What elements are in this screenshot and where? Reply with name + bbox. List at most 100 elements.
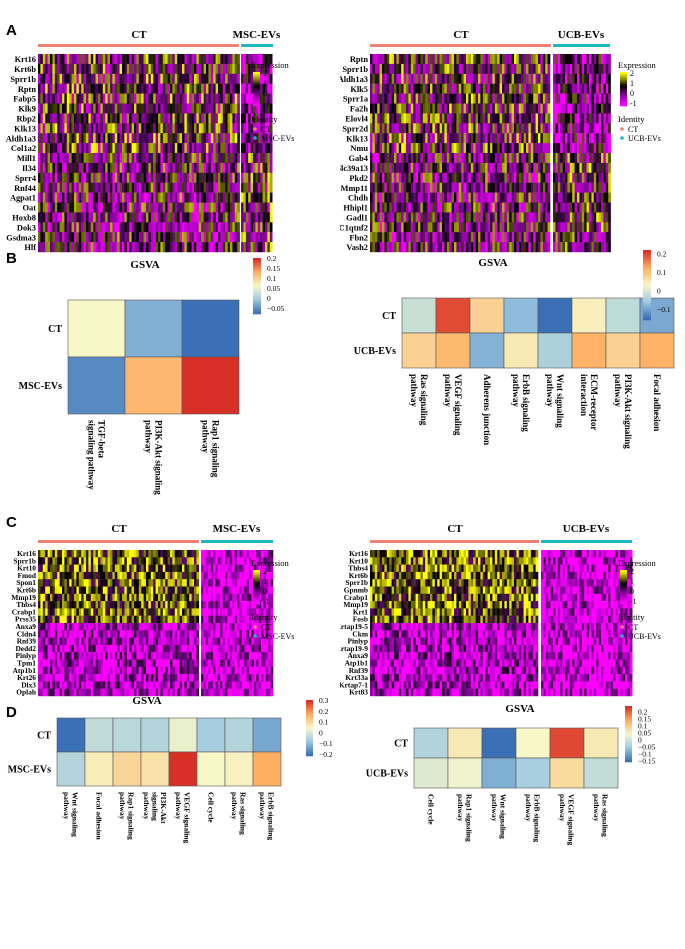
expression-cell	[100, 601, 104, 609]
expression-cell	[506, 172, 510, 183]
expression-cell	[463, 202, 467, 213]
expression-cell	[203, 232, 207, 243]
expression-cell	[213, 571, 216, 580]
expression-cell	[565, 103, 568, 114]
expression-cell	[191, 564, 195, 573]
expression-cell	[88, 615, 92, 624]
expression-cell	[241, 54, 244, 65]
expression-cell	[257, 113, 261, 124]
expression-cell	[136, 153, 140, 164]
expression-cell	[71, 63, 75, 74]
expression-cell	[218, 182, 221, 193]
expression-cell	[516, 123, 520, 134]
expression-cell	[516, 202, 520, 213]
expression-cell	[579, 153, 583, 164]
expression-cell	[434, 54, 438, 65]
expression-cell	[86, 182, 89, 193]
expression-cell	[64, 615, 68, 624]
expression-cell	[480, 93, 484, 104]
expression-cell	[521, 192, 524, 203]
expression-cell	[463, 93, 467, 104]
expression-cell	[62, 571, 65, 580]
expression-cell	[461, 93, 464, 104]
expression-cell	[76, 172, 80, 183]
expression-cell	[50, 593, 53, 602]
expression-cell	[506, 153, 510, 164]
expression-cell	[232, 212, 236, 223]
expression-cell	[78, 212, 82, 223]
expression-cell	[182, 242, 185, 253]
expression-cell	[174, 123, 178, 134]
expression-cell	[415, 212, 419, 223]
expression-cell	[432, 153, 436, 164]
expression-cell	[535, 242, 539, 253]
expression-cell	[230, 123, 233, 134]
expression-cell	[608, 222, 611, 233]
expression-cell	[243, 113, 247, 124]
expression-cell	[418, 192, 421, 203]
expression-cell	[442, 143, 445, 154]
expression-cell	[572, 93, 575, 104]
expression-cell	[47, 133, 51, 144]
expression-cell	[589, 153, 592, 164]
expression-cell	[201, 162, 204, 173]
expression-cell	[446, 143, 450, 154]
expression-cell	[129, 63, 132, 74]
expression-cell	[535, 232, 539, 243]
expression-cell	[490, 83, 493, 94]
expression-cell	[196, 579, 200, 587]
expression-cell	[179, 212, 183, 223]
expression-cell	[241, 202, 244, 213]
expression-cell	[449, 83, 452, 94]
expression-cell	[511, 172, 515, 183]
expression-cell	[487, 133, 491, 144]
expression-cell	[213, 73, 216, 84]
expression-cell	[261, 550, 264, 558]
expression-cell	[506, 202, 510, 213]
expression-cell	[110, 182, 113, 193]
expression-cell	[201, 601, 204, 609]
expression-cell	[227, 601, 231, 609]
expression-cell	[255, 63, 259, 74]
expression-cell	[225, 615, 228, 624]
expression-cell	[468, 212, 472, 223]
expression-cell	[415, 162, 419, 173]
expression-cell	[131, 212, 135, 223]
expression-cell	[565, 93, 568, 104]
expression-cell	[391, 202, 395, 213]
expression-cell	[93, 212, 96, 223]
expression-cell	[88, 608, 92, 616]
expression-cell	[579, 172, 583, 183]
expression-cell	[490, 133, 493, 144]
expression-cell	[420, 63, 424, 74]
expression-cell	[229, 564, 233, 573]
expression-cell	[372, 54, 376, 65]
expression-cell	[179, 162, 183, 173]
expression-cell	[102, 564, 106, 573]
expression-cell	[105, 615, 108, 624]
expression-cell	[598, 162, 602, 173]
expression-cell	[470, 93, 474, 104]
expression-cell	[451, 143, 455, 154]
expression-cell	[136, 192, 140, 203]
expression-cell	[146, 182, 149, 193]
expression-cell	[237, 93, 240, 104]
expression-cell	[38, 103, 41, 114]
expression-cell	[62, 232, 65, 243]
expression-cell	[555, 133, 559, 144]
expression-cell	[64, 579, 68, 587]
expression-cell	[71, 143, 75, 154]
expression-cell	[377, 133, 380, 144]
expression-cell	[584, 172, 587, 183]
expression-cell	[45, 242, 48, 253]
expression-cell	[203, 608, 207, 616]
expression-cell	[260, 103, 263, 114]
expression-cell	[237, 202, 240, 213]
expression-cell	[117, 143, 120, 154]
expression-cell	[584, 202, 587, 213]
expression-cell	[86, 608, 89, 616]
expression-cell	[504, 103, 508, 114]
expression-cell	[143, 564, 147, 573]
expression-cell	[184, 564, 188, 573]
expression-cell	[269, 93, 273, 104]
